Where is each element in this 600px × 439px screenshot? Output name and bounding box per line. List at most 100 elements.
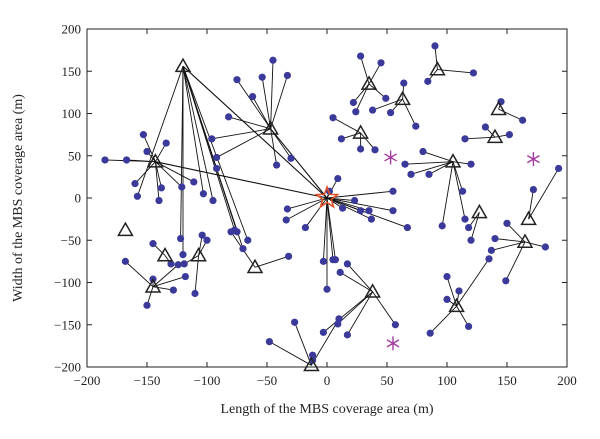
user-point [391,321,399,329]
sbs-triangle [144,278,162,293]
user-point [400,79,408,87]
user-point [169,286,177,294]
user-point [443,295,451,303]
unassociated-user [384,150,398,165]
mbs-link-line [182,65,328,199]
user-point [291,318,299,326]
link-line [134,161,156,184]
link-line [154,161,160,201]
x-tick-label: 100 [437,373,457,388]
user-point [502,277,510,285]
sbs-triangle [364,283,381,298]
user-point [208,135,216,143]
user-point [301,223,309,232]
mbs-link-line [322,197,328,262]
user-point [203,236,211,244]
asterisk-stroke [384,153,398,162]
link-line [347,263,373,293]
link-line [182,66,249,241]
user-point [319,328,327,336]
link-line [505,241,526,282]
user-point [179,251,187,259]
user-point [412,122,420,130]
user-point [465,223,473,232]
user-point [365,207,373,215]
link-line [528,168,559,220]
unassociated-user [526,152,540,167]
link-line [154,161,162,188]
user-point [269,56,277,64]
sbs-layer [117,57,537,372]
user-point [403,223,411,232]
sbs-triangle [190,246,207,262]
link-line [152,264,179,288]
mbs-link-line [287,197,328,210]
user-point [349,98,357,107]
sbs-triangle [174,57,192,73]
mbs-layer [314,184,340,209]
sbs-triangle [471,203,488,219]
user-point [377,59,385,67]
user-point [180,260,188,268]
mbs-link-line [285,197,328,221]
user-point [334,174,342,183]
user-point [239,245,247,253]
link-line [498,108,523,121]
link-line [236,79,271,129]
mbs-link-line [326,197,336,260]
mbs-star [314,184,340,209]
user-point [389,207,397,215]
unassociated-user [386,336,400,351]
link-line [429,305,457,334]
user-point [357,52,365,60]
user-point [467,236,475,244]
user-point [319,257,327,265]
user-point [191,289,199,298]
link-line [456,305,469,327]
user-point [529,185,538,194]
y-tick-label: 0 [75,191,82,206]
link-line [368,83,387,99]
sbs-triangle [303,356,320,372]
y-tick-label: 100 [62,106,82,121]
sbs-triangle [448,297,465,313]
link-line [332,117,361,134]
asterisk-stroke [386,339,400,348]
link-line [323,291,373,333]
user-point [419,147,427,156]
user-point [555,164,563,173]
mbs-link-line [305,197,328,228]
user-point [123,156,131,164]
user-point [351,196,359,205]
user-point [331,256,339,264]
user-point [425,170,433,178]
user-point [177,234,185,243]
link-line [155,161,183,188]
link-line [410,161,454,175]
link-line [152,276,186,288]
user-point [438,222,446,230]
link-line [126,159,156,163]
sbs-triangle [246,258,264,274]
sbs-triangle [360,75,378,90]
link-line [294,322,312,366]
link-line [422,151,454,163]
user-point [459,187,467,195]
sbs-triangle [156,246,174,262]
link-line [353,83,370,103]
user-point [198,231,206,239]
link-line [136,66,184,197]
user-point [426,329,434,337]
y-tick-label: −50 [61,233,81,248]
user-point [233,76,241,84]
user-point [244,236,252,244]
user-point [335,315,343,323]
unassociated-layer [384,150,540,351]
user-point [401,160,409,168]
y-axis-label: Width of the MBS coverage area (m) [11,94,26,302]
user-point [352,108,360,116]
link-line [404,161,454,165]
user-point [487,246,495,254]
link-line [216,128,271,158]
link-line [270,128,278,166]
